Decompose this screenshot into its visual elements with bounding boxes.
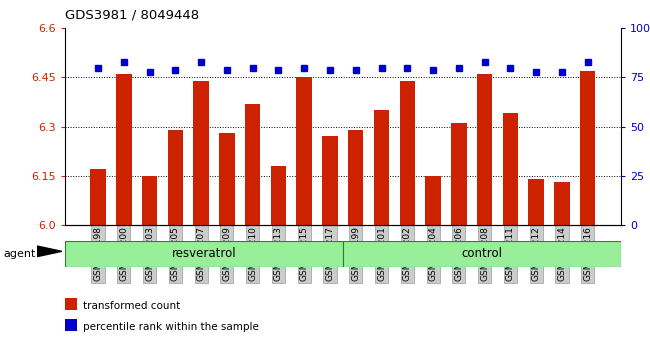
Bar (168, 130, 183, 225)
Bar (296, 78, 312, 225)
Bar (477, 74, 493, 225)
Text: control: control (462, 247, 502, 261)
Text: agent: agent (3, 249, 36, 259)
Bar (554, 182, 569, 225)
Bar (322, 136, 338, 225)
Bar (219, 133, 235, 225)
Bar (528, 179, 544, 225)
Bar (400, 81, 415, 225)
Bar (343, 241, 621, 267)
Bar (451, 123, 467, 225)
Bar (65, 241, 343, 267)
Bar (502, 113, 518, 225)
Bar (116, 74, 131, 225)
Bar (425, 176, 441, 225)
Bar (270, 166, 286, 225)
Text: percentile rank within the sample: percentile rank within the sample (83, 322, 259, 332)
Polygon shape (37, 246, 62, 257)
Bar (580, 71, 595, 225)
Bar (374, 110, 389, 225)
Text: resveratrol: resveratrol (172, 247, 236, 261)
Bar (193, 81, 209, 225)
Bar (348, 130, 363, 225)
Text: GDS3981 / 8049448: GDS3981 / 8049448 (65, 9, 199, 22)
Bar (90, 169, 106, 225)
Bar (245, 104, 261, 225)
Text: transformed count: transformed count (83, 301, 181, 310)
Bar (142, 176, 157, 225)
